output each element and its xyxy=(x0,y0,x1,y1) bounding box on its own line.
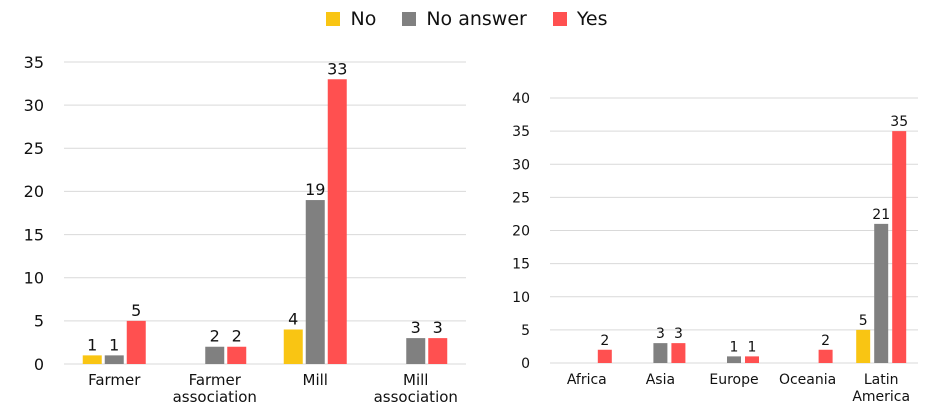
bar-c1-1-s2 xyxy=(671,343,686,363)
data-label-c1-4-s1: 21 xyxy=(872,207,890,223)
y-tick-label-c1-30: 30 xyxy=(512,157,530,173)
category-label-c1-4-line0: Latin xyxy=(864,372,899,388)
category-label-c1-4-line1: America xyxy=(852,389,910,405)
bar-c1-4-s2 xyxy=(892,131,907,363)
data-label-c0-0-s0: 1 xyxy=(87,335,97,354)
data-label-c1-4-s0: 5 xyxy=(859,313,868,329)
bar-c0-0-s2 xyxy=(126,320,146,364)
data-label-c1-1-s2: 3 xyxy=(674,326,683,342)
category-label-c1-1: Asia xyxy=(646,372,675,388)
legend: No No answer Yes xyxy=(0,8,934,30)
bar-c1-4-s1 xyxy=(874,223,889,363)
data-label-c0-1-s1: 2 xyxy=(210,327,220,346)
legend-item-yes: Yes xyxy=(552,8,608,30)
y-tick-label-c0-25: 25 xyxy=(24,139,44,158)
category-label-c1-2: Europe xyxy=(709,372,758,388)
data-label-c1-2-s2: 1 xyxy=(748,339,757,355)
y-tick-label-c1-0: 0 xyxy=(521,356,530,372)
bar-c0-3-s2 xyxy=(428,338,448,364)
y-tick-label-c0-10: 10 xyxy=(24,268,44,287)
legend-swatch-yes xyxy=(552,12,567,26)
data-label-c1-4-s2: 35 xyxy=(890,114,908,130)
category-label-c0-1-line0: Farmer xyxy=(189,371,242,389)
legend-item-no-answer: No answer xyxy=(402,8,527,30)
legend-swatch-no xyxy=(326,12,341,26)
category-label-c0-1-line1: association xyxy=(173,388,257,405)
bar-c1-4-s0 xyxy=(856,329,871,363)
y-tick-label-c0-15: 15 xyxy=(24,225,44,244)
bar-c1-3-s2 xyxy=(818,349,833,363)
y-tick-label-c0-5: 5 xyxy=(34,312,44,331)
y-tick-label-c0-0: 0 xyxy=(34,355,44,374)
data-label-c1-3-s2: 2 xyxy=(821,333,830,349)
category-label-c0-2: Mill xyxy=(303,371,328,389)
bar-c1-2-s1 xyxy=(727,356,741,363)
bar-c0-0-s1 xyxy=(104,355,124,364)
y-tick-label-c1-20: 20 xyxy=(512,224,530,240)
data-label-c0-0-s2: 5 xyxy=(131,301,141,320)
data-label-c0-2-s1: 19 xyxy=(305,180,325,199)
bar-c1-2-s2 xyxy=(745,356,759,363)
y-tick-label-c1-40: 40 xyxy=(512,91,530,107)
category-label-c1-3: Oceania xyxy=(779,372,836,388)
bar-c0-2-s2 xyxy=(327,79,347,364)
y-tick-label-c1-15: 15 xyxy=(512,257,530,273)
y-tick-label-c0-30: 30 xyxy=(24,96,44,115)
legend-label-yes: Yes xyxy=(576,8,608,30)
y-tick-label-c0-20: 20 xyxy=(24,182,44,201)
legend-swatch-no-answer xyxy=(402,12,417,26)
legend-label-no-answer: No answer xyxy=(426,8,527,30)
bar-c0-2-s0 xyxy=(283,329,303,364)
bar-c1-0-s2 xyxy=(597,349,612,363)
data-label-c1-2-s1: 1 xyxy=(730,339,739,355)
category-label-c0-0: Farmer xyxy=(88,371,141,389)
y-tick-label-c0-35: 35 xyxy=(24,53,44,72)
category-label-c0-3-line0: Mill xyxy=(403,371,428,389)
y-tick-label-c1-5: 5 xyxy=(521,323,530,339)
data-label-c0-3-s2: 3 xyxy=(433,318,443,337)
y-tick-label-c1-35: 35 xyxy=(512,124,530,140)
bar-c0-1-s2 xyxy=(227,346,247,364)
data-label-c0-3-s1: 3 xyxy=(411,318,421,337)
bar-c1-1-s1 xyxy=(653,343,668,363)
data-label-c1-1-s1: 3 xyxy=(656,326,665,342)
data-label-c0-2-s2: 33 xyxy=(327,59,347,78)
bar-c0-2-s1 xyxy=(305,200,325,364)
category-label-c0-3-line1: association xyxy=(374,388,458,405)
bar-c0-3-s1 xyxy=(406,338,426,364)
bar-c0-1-s1 xyxy=(205,346,225,364)
data-label-c0-1-s2: 2 xyxy=(232,327,242,346)
legend-item-no: No xyxy=(326,8,376,30)
legend-label-no: No xyxy=(350,8,377,30)
y-tick-label-c1-25: 25 xyxy=(512,190,530,206)
y-tick-label-c1-10: 10 xyxy=(512,290,530,306)
data-label-c0-0-s1: 1 xyxy=(109,335,119,354)
data-label-c0-2-s0: 4 xyxy=(288,309,298,328)
data-label-c1-0-s2: 2 xyxy=(600,333,609,349)
category-label-c1-0: Africa xyxy=(567,372,607,388)
bar-c0-0-s0 xyxy=(82,355,102,364)
